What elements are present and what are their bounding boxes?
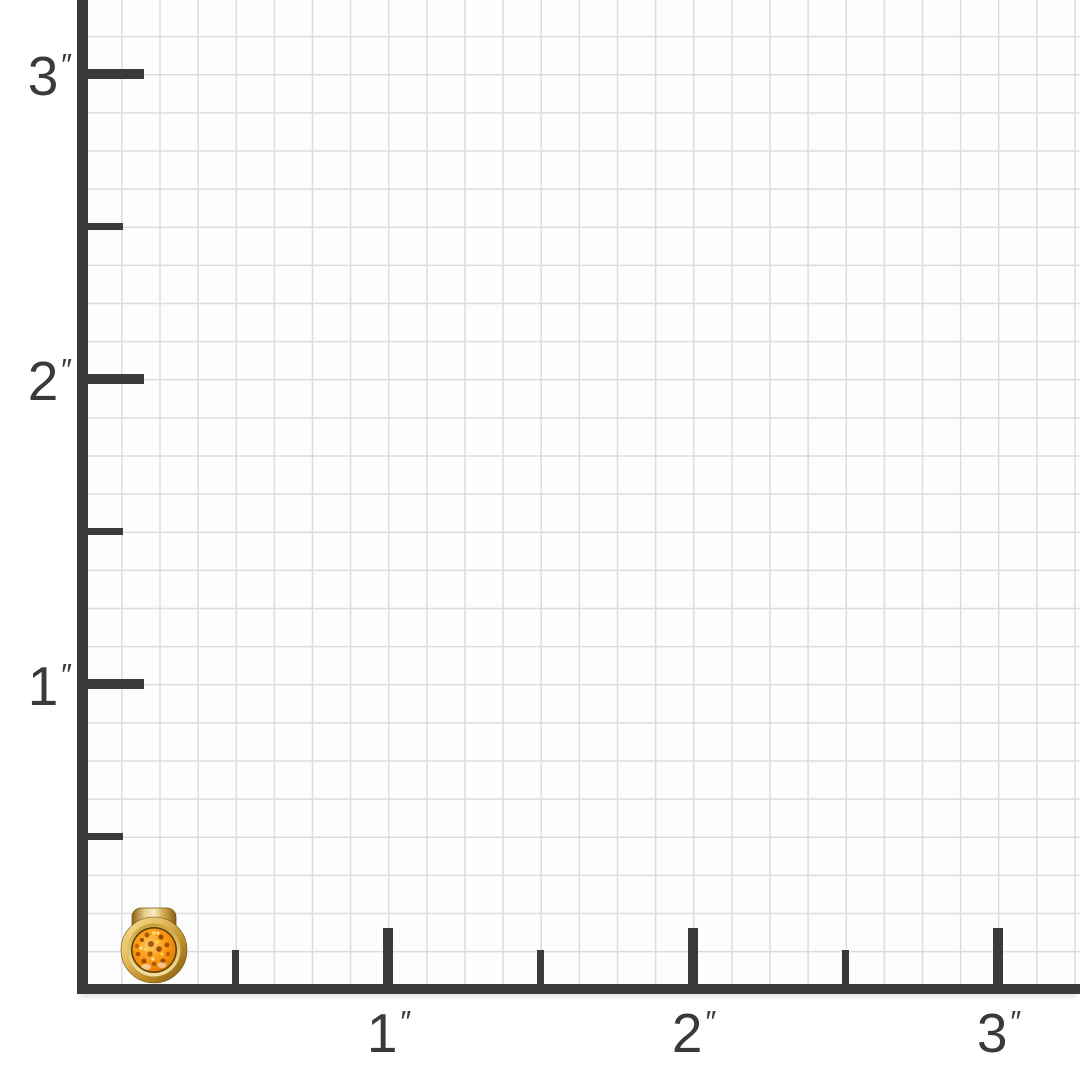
- y-label-2in-value: 2: [27, 350, 60, 412]
- x-tick-1in: [383, 928, 393, 986]
- y-label-3in-value: 3: [27, 45, 60, 107]
- inch-mark: ″: [61, 49, 72, 83]
- inch-mark: ″: [1010, 1006, 1021, 1040]
- inch-mark: ″: [61, 659, 72, 693]
- gem-stone: [132, 928, 176, 972]
- x-label-3in-value: 3: [976, 1002, 1009, 1064]
- ruler-y-axis: [77, 0, 88, 994]
- inch-mark: ″: [705, 1006, 716, 1040]
- y-label-2in: 2″: [0, 354, 72, 409]
- y-tick-1_5in: [86, 528, 123, 535]
- x-label-2in: 2″: [638, 1006, 748, 1061]
- inch-mark: ″: [61, 354, 72, 388]
- x-label-2in-value: 2: [671, 1002, 704, 1064]
- inch-mark: ″: [400, 1006, 411, 1040]
- x-tick-3in: [993, 928, 1003, 986]
- x-label-3in: 3″: [943, 1006, 1053, 1061]
- y-label-3in: 3″: [0, 49, 72, 104]
- y-tick-2_5in: [86, 223, 123, 230]
- x-tick-0_5in: [232, 950, 239, 986]
- y-tick-2in: [86, 374, 144, 384]
- gemstone-pendant: [120, 907, 188, 984]
- y-label-1in: 1″: [0, 659, 72, 714]
- x-tick-2in: [688, 928, 698, 986]
- ruler-x-axis: [77, 984, 1080, 994]
- y-tick-3in: [86, 69, 144, 79]
- x-tick-2_5in: [842, 950, 849, 986]
- x-label-1in-value: 1: [366, 1002, 399, 1064]
- y-tick-0_5in: [86, 833, 123, 840]
- y-label-1in-value: 1: [27, 655, 60, 717]
- y-tick-1in: [86, 679, 144, 689]
- grid-paper: [83, 0, 1080, 989]
- gem-facets: [134, 931, 171, 970]
- x-tick-1_5in: [537, 950, 544, 986]
- x-label-1in: 1″: [333, 1006, 443, 1061]
